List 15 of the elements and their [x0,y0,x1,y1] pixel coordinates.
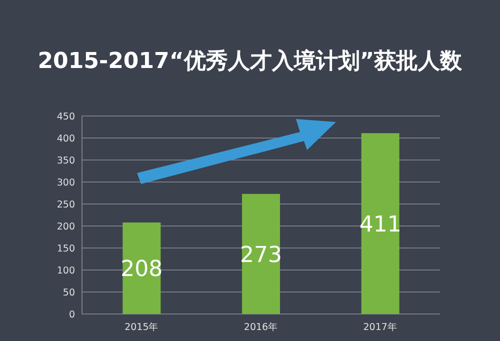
y-tick-label: 250 [56,200,75,210]
y-tick-label: 450 [56,112,75,122]
y-tick-label: 350 [56,156,75,166]
y-tick-label: 50 [62,288,75,298]
x-tick-label: 2015年 [124,321,159,333]
x-tick-label: 2017年 [363,321,398,333]
y-tick-label: 400 [56,134,75,144]
x-tick-label: 2016年 [244,321,278,333]
y-tick-label: 150 [56,244,75,254]
y-tick-label: 200 [56,222,75,232]
y-tick-label: 300 [56,178,75,188]
y-tick-label: 0 [68,310,75,320]
bar [361,133,400,314]
y-tick-label: 100 [56,266,75,276]
chart-title: 2015-2017“优秀人才入境计划”获批人数 [38,48,464,74]
